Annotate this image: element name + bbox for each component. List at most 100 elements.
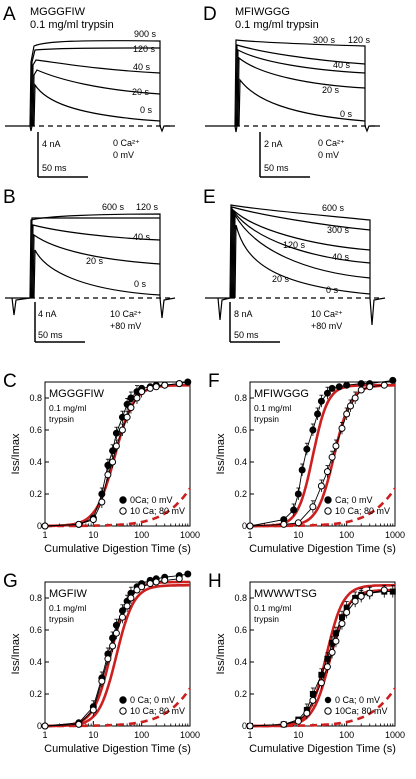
data-point xyxy=(294,490,302,498)
plot-title: MGFIW xyxy=(49,588,87,600)
data-point xyxy=(294,519,302,527)
onset-artifact xyxy=(29,125,33,132)
condition-voltage: 0 mV xyxy=(113,150,134,160)
x-tick-label: 1000 xyxy=(385,730,405,740)
time-label: 20 s xyxy=(132,87,150,97)
data-point xyxy=(380,586,388,594)
data-point xyxy=(357,386,365,394)
y-tick-label: 0.6 xyxy=(29,425,42,435)
data-point xyxy=(184,570,192,578)
trace-300s xyxy=(230,206,371,299)
data-point xyxy=(112,629,120,637)
data-point xyxy=(328,648,336,656)
legend-entry: 0 Ca; 0 mV xyxy=(130,695,175,705)
plot-subtitle: trypsin xyxy=(49,414,74,424)
y-tick-label: 0 xyxy=(37,521,42,531)
x-tick-label: 10 xyxy=(88,730,98,740)
time-label: 300 s xyxy=(313,35,336,45)
legend-entry: 10 Ca; 80 mV xyxy=(130,706,185,716)
plot-title: MWWWTSG xyxy=(254,588,317,600)
trace-panel-e: E 600 s 300 s 120 s 40 s 20 s 0 s 8 nA 5… xyxy=(203,187,386,343)
panel-letter: B xyxy=(3,187,16,208)
y-axis-label: Iss/Imax xyxy=(215,433,227,474)
time-label: 20 s xyxy=(272,274,290,284)
trace-0s xyxy=(33,249,161,299)
condition-voltage: +80 mV xyxy=(311,321,342,331)
scale-current-label: 2 nA xyxy=(264,139,283,149)
reference-fit-dashed xyxy=(45,487,192,528)
data-point xyxy=(133,586,141,594)
trace-20s xyxy=(237,56,366,127)
panel-letter: D xyxy=(203,4,217,25)
data-point xyxy=(343,608,351,616)
data-point xyxy=(41,722,49,730)
time-label: 120 s xyxy=(348,35,371,45)
data-point xyxy=(104,471,112,479)
data-point xyxy=(323,663,331,671)
plot-subtitle: 0.1 mg/ml xyxy=(49,603,86,613)
x-tick-label: 1000 xyxy=(180,730,200,740)
data-point xyxy=(366,383,374,391)
data-point xyxy=(309,503,317,511)
plot-title: MFIWGGG xyxy=(254,388,309,400)
data-point xyxy=(324,655,331,662)
data-point xyxy=(298,466,306,474)
data-point xyxy=(184,378,192,386)
trace-40s xyxy=(31,224,161,299)
data-point xyxy=(366,589,374,597)
data-point xyxy=(123,413,131,421)
data-point xyxy=(89,706,97,714)
current-traces xyxy=(205,39,380,133)
legend-entry: 10 Ca; 80 mV xyxy=(335,506,390,516)
plot-subtitle: 0.1 mg/ml xyxy=(49,403,86,413)
trace-600s xyxy=(29,213,161,299)
x-tick-label: 100 xyxy=(134,730,149,740)
x-tick-label: 1 xyxy=(42,730,47,740)
data-point xyxy=(89,516,97,524)
trace-panel-a: A MGGGFIW 0.1 mg/ml trypsin 900 s 120 s … xyxy=(3,4,175,178)
time-label: 40 s xyxy=(133,232,151,242)
y-tick-label: 0.4 xyxy=(234,457,247,467)
y-tick-label: 0.4 xyxy=(234,657,247,667)
data-point xyxy=(146,384,154,392)
data-point xyxy=(127,404,135,412)
x-tick-label: 1 xyxy=(247,730,252,740)
trace-0s xyxy=(234,224,371,299)
data-point xyxy=(389,588,396,595)
data-point xyxy=(357,592,365,600)
reference-fit-dashed xyxy=(45,687,192,728)
tail-current xyxy=(159,125,175,133)
condition-ca: 0 Ca²⁺ xyxy=(113,138,140,148)
legend-marker xyxy=(119,507,127,515)
data-point xyxy=(133,394,141,402)
y-tick-label: 0.6 xyxy=(234,425,247,435)
time-label: 900 s xyxy=(134,29,157,39)
data-point xyxy=(104,655,112,663)
data-point xyxy=(328,384,336,392)
legend-marker xyxy=(324,707,332,715)
data-point xyxy=(338,424,346,432)
condition-voltage: 0 mV xyxy=(318,150,339,160)
reference-fit-dashed xyxy=(250,487,397,528)
y-tick-label: 0.6 xyxy=(234,625,247,635)
panel-letter: E xyxy=(203,187,216,208)
scale-time-label: 50 ms xyxy=(264,163,289,173)
x-axis-label: Cumulative Digestion Time (s) xyxy=(44,743,191,755)
data-point xyxy=(123,602,131,610)
data-point xyxy=(161,381,169,389)
data-point xyxy=(303,445,311,453)
trace-20s xyxy=(32,233,161,299)
trace-panel-d: D MFIWGGG 0.1 mg/ml trypsin 300 s 120 s … xyxy=(203,4,380,178)
plot-subtitle: trypsin xyxy=(254,414,279,424)
data-point xyxy=(112,429,120,437)
y-axis-label: Iss/Imax xyxy=(215,633,227,674)
data-point xyxy=(351,394,359,402)
trace-600s xyxy=(229,204,371,299)
x-tick-label: 1000 xyxy=(385,530,405,540)
data-point xyxy=(127,394,135,402)
data-point xyxy=(280,720,288,728)
y-tick-label: 0.8 xyxy=(234,593,247,603)
x-axis-label: Cumulative Digestion Time (s) xyxy=(44,543,191,555)
